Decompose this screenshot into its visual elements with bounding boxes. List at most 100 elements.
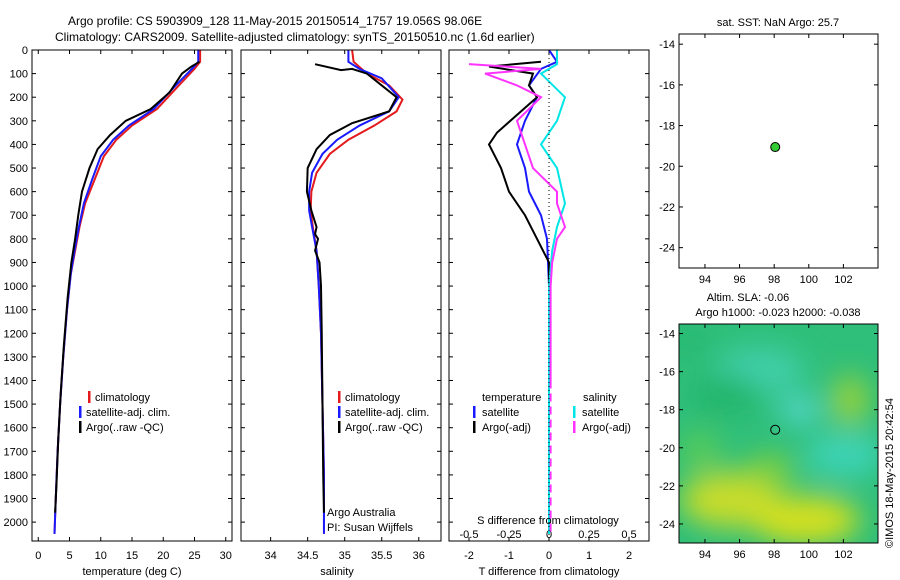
temperature-legend: climatology satellite-adj. clim. Argo(..…	[79, 391, 170, 434]
y-tick-label: -20	[659, 161, 675, 173]
temperature-lines	[53, 50, 202, 534]
temperature-frame	[31, 49, 233, 542]
y-tick-label: 2000	[4, 517, 28, 529]
header-line1: Argo profile: CS 5903909_128 11-May-2015…	[68, 14, 482, 28]
legend-label-s-satellite: satellite	[582, 407, 619, 419]
x-tick-label: 25	[188, 550, 200, 562]
x-tick-label: 98	[768, 274, 780, 286]
salinity-lines	[305, 50, 404, 534]
sla-frame	[678, 323, 879, 544]
series-line	[539, 50, 567, 534]
legend-label-climatology: climatology	[345, 392, 401, 404]
y-tick-label: 800	[10, 234, 28, 246]
y-tick-label: 300	[10, 116, 28, 128]
y-tick-label: 1200	[4, 328, 28, 340]
legend-label-t-argo: Argo(-adj)	[482, 422, 531, 434]
y-tick-label: -20	[659, 443, 675, 455]
salinity-panel: 34 34.5 35 35.5 36 salinity climatology sate…	[240, 49, 442, 578]
y-tick-label: -22	[659, 202, 675, 214]
y-tick-label: 1400	[4, 375, 28, 387]
y-tick-label: 1000	[4, 281, 28, 293]
sla-heatmap	[679, 324, 878, 543]
y-tick-label: -18	[659, 121, 675, 133]
x-tick-label: 94	[699, 549, 711, 561]
legend-label-argo: Argo(..raw -QC)	[86, 422, 164, 434]
y-tick-label: 1900	[4, 494, 28, 506]
difference-xlabel-salinity: S difference from climatology	[477, 515, 619, 527]
sst-frame	[678, 33, 879, 269]
y-tick-label: -18	[659, 405, 675, 417]
salinity-annotation-line2: PI: Susan Wijffels	[327, 522, 413, 534]
x-tick-label: 5	[66, 550, 72, 562]
y-tick-label: 600	[10, 187, 28, 199]
series-line	[468, 63, 567, 381]
y-tick-label: 1800	[4, 470, 28, 482]
y-tick-label: 700	[10, 210, 28, 222]
x-tick-label: 0	[546, 550, 552, 562]
credit-text: ©IMOS 18-May-2015 20:42:54	[884, 398, 896, 548]
x-tick-label: 15	[126, 550, 138, 562]
x-tick-label: 96	[733, 274, 745, 286]
y-tick-label: 1700	[4, 446, 28, 458]
x-tick-label: 35.5	[371, 550, 392, 562]
legend-label-s-argo: Argo(-adj)	[582, 422, 631, 434]
y-tick-label: 1500	[4, 399, 28, 411]
x-tick-label: 94	[699, 274, 711, 286]
salinity-xlabel: salinity	[320, 566, 354, 578]
x-tick-label: 0	[35, 550, 41, 562]
y-tick-label: 500	[10, 163, 28, 175]
y-tick-label: 200	[10, 92, 28, 104]
sla-map-panel: Altim. SLA: -0.06 Argo h1000: -0.023 h20…	[659, 292, 879, 561]
x-tick-label: 1	[586, 550, 592, 562]
legend-swatch-climatology	[88, 391, 91, 403]
legend-label-satellite: satellite-adj. clim.	[86, 407, 170, 419]
y-tick-label: 1100	[4, 305, 28, 317]
y-tick-label: 1300	[4, 352, 28, 364]
legend-swatch-satellite	[338, 406, 341, 418]
legend-label-climatology: climatology	[95, 392, 151, 404]
temperature-xlabel: temperature (deg C)	[82, 566, 181, 578]
legend-swatch-s-argo	[573, 421, 576, 433]
x-tick-label: 96	[733, 549, 745, 561]
y-tick-label: 400	[10, 139, 28, 151]
x-tick-label: 36	[413, 550, 425, 562]
temperature-panel: 0 5 10 15 20 25 300100200300400500600700800900…	[4, 45, 233, 578]
header-line2: Climatology: CARS2009. Satellite-adjuste…	[55, 30, 535, 44]
sla-subtitle: Argo h1000: -0.023 h2000: -0.038	[695, 307, 860, 319]
sla-marks	[770, 424, 781, 435]
x-tick-label: -1	[504, 550, 514, 562]
y-tick-label: 0	[22, 45, 28, 57]
legend-swatch-argo	[79, 421, 82, 433]
legend-label-argo: Argo(..raw -QC)	[345, 422, 423, 434]
x-tick-label: 34.5	[297, 550, 318, 562]
argo-position-point	[770, 142, 781, 153]
sla-title: Altim. SLA: -0.06	[707, 292, 790, 304]
legend-swatch-t-satellite	[473, 406, 476, 418]
y-tick-label: 900	[10, 257, 28, 269]
salinity-frame	[240, 49, 442, 542]
y-tick-label: -24	[659, 243, 675, 255]
x-tick-label: 30	[220, 550, 232, 562]
y-tick-label: -24	[659, 519, 675, 531]
sst-ticks: 94 96 98 100 102 -14 -16 -18 -20 -22 -24	[659, 34, 878, 286]
x-tick-label: 100	[800, 274, 818, 286]
series-line	[54, 60, 201, 513]
legend-swatch-argo	[338, 421, 341, 433]
temperature-ticks: 0 5 10 15 20 25 300100200300400500600700800900…	[4, 45, 232, 562]
difference-legend: temperature satellite Argo(-adj) salinit…	[473, 392, 631, 434]
argo-position-point	[770, 424, 781, 435]
x-tick-label: 34	[265, 550, 277, 562]
difference-xlabel: T difference from climatology	[479, 566, 620, 578]
y-tick-label: -16	[659, 80, 675, 92]
sla-ticks: 94 96 98 100 102 -14 -16 -18 -20 -22 -24	[659, 324, 878, 561]
legend-title-temperature: temperature	[482, 392, 541, 404]
series-line	[53, 50, 200, 534]
salinity-legend: climatology satellite-adj. clim. Argo(..…	[338, 391, 429, 434]
y-tick-label: -14	[659, 39, 675, 51]
x-tick-label: 102	[834, 274, 852, 286]
s-tick-label: 0.25	[578, 529, 599, 541]
legend-swatch-satellite	[79, 406, 82, 418]
legend-swatch-t-argo	[473, 421, 476, 433]
sst-marks	[770, 142, 781, 153]
